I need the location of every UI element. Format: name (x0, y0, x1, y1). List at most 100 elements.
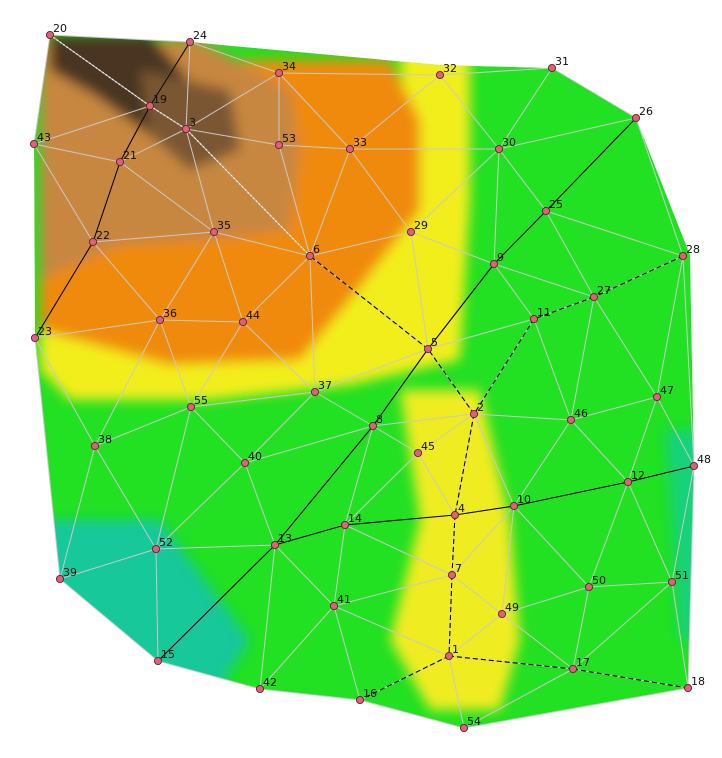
node-label: 39 (63, 566, 77, 579)
node-label: 48 (697, 453, 711, 466)
mesh-edge-30-9 (493, 148, 500, 265)
mesh-edge-31-26 (551, 67, 637, 119)
mesh-edge-46-12 (570, 419, 629, 483)
solid-path-edge-14-4 (344, 514, 456, 526)
dashed-path-edge-4-7 (451, 514, 456, 576)
solid-path-edge-13-15 (157, 544, 276, 662)
mesh-edge-29-9 (410, 231, 495, 265)
node-label: 2 (477, 401, 484, 414)
node-marker (238, 317, 248, 327)
node-16: 16 (355, 687, 377, 705)
node-marker (406, 227, 416, 237)
mesh-edge-48-51 (671, 465, 695, 583)
node-40: 40 (240, 450, 262, 468)
node-marker (368, 421, 378, 431)
node-marker (355, 695, 365, 705)
mesh-edge-28-48 (682, 255, 695, 467)
mesh-edge-53-33 (278, 144, 351, 150)
node-label: 54 (467, 715, 481, 728)
node-marker (186, 402, 196, 412)
node-marker (55, 574, 65, 584)
node-marker (652, 392, 662, 402)
node-14: 14 (340, 512, 362, 530)
node-36: 36 (155, 307, 177, 325)
mesh-edge-23-38 (34, 337, 96, 447)
dashed-path-edge-7-1 (448, 574, 453, 657)
dashed-path-edge-28-27 (593, 255, 684, 298)
node-55: 55 (186, 394, 208, 412)
node-marker (310, 387, 320, 397)
dashed-path-edge-1-16 (359, 655, 450, 701)
mesh-edge-24-34 (189, 41, 280, 74)
mesh-edge-46-47 (570, 396, 658, 421)
mesh-edge-11-46 (533, 318, 572, 421)
mesh-edge-55-52 (155, 406, 192, 550)
mesh-edge-43-22 (33, 143, 94, 243)
node-marker (345, 144, 355, 154)
mesh-edge-12-51 (627, 481, 673, 583)
mesh-edge-37-5 (314, 348, 429, 393)
node-marker (274, 68, 284, 78)
node-label: 35 (217, 219, 231, 232)
mesh-edge-50-17 (572, 586, 590, 670)
node-marker (255, 684, 265, 694)
node-1: 1 (444, 643, 459, 661)
solid-path-edge-25-9 (493, 210, 547, 265)
node-41: 41 (329, 593, 351, 611)
mesh-edge-41-42 (259, 605, 335, 690)
node-layer: 1234567891011121314151617181920212223242… (29, 22, 711, 733)
node-marker (509, 501, 519, 511)
node-13: 13 (270, 532, 292, 550)
node-label: 22 (96, 229, 110, 242)
solid-path-edge-5-8 (372, 348, 429, 427)
field-yellow-bottom (390, 390, 520, 710)
mesh-edge-13-41 (274, 544, 335, 607)
dotted-path-edge-3-6 (185, 128, 311, 257)
mesh-edge-47-12 (627, 396, 658, 483)
node-49: 49 (497, 601, 519, 619)
node-marker (584, 582, 594, 592)
mesh-edge-54-18 (463, 687, 689, 729)
mesh-edge-10-49 (501, 505, 515, 615)
mesh-edge-45-14 (344, 452, 419, 526)
mesh-edge-26-28 (635, 117, 684, 257)
mesh-edge-47-48 (656, 396, 695, 467)
mesh-edge-44-55 (190, 321, 244, 408)
node-label: 9 (497, 251, 504, 264)
mesh-edge-12-50 (588, 481, 629, 588)
node-label: 52 (159, 536, 173, 549)
node-marker (494, 144, 504, 154)
mesh-edge-13-42 (259, 544, 276, 690)
node-label: 33 (353, 136, 367, 149)
mesh-edge-2-45 (417, 413, 475, 454)
mesh-edge-45-4 (417, 452, 456, 516)
node-marker (145, 101, 155, 111)
node-5: 5 (423, 336, 438, 354)
node-9: 9 (489, 251, 504, 269)
mesh-edge-55-37 (190, 391, 316, 408)
node-label: 21 (123, 149, 137, 162)
solid-path-edge-4-10 (454, 505, 515, 516)
mesh-edge-2-46 (473, 413, 572, 421)
node-marker (541, 206, 551, 216)
mesh-edge-40-13 (244, 462, 276, 546)
mesh-edge-17-54 (463, 668, 574, 729)
field-yellow-band (40, 50, 470, 400)
node-23: 23 (30, 325, 52, 343)
mesh-edge-14-41 (333, 524, 346, 607)
node-37: 37 (310, 379, 332, 397)
node-label: 32 (443, 62, 457, 75)
mesh-edge-55-38 (94, 406, 192, 447)
mesh-edge-53-6 (278, 144, 311, 257)
node-label: 42 (263, 676, 277, 689)
solid-path-edge-8-13 (274, 425, 374, 546)
node-33: 33 (345, 136, 367, 154)
node-label: 37 (318, 379, 332, 392)
node-label: 27 (597, 284, 611, 297)
mesh-edge-41-16 (333, 605, 361, 701)
node-label: 20 (53, 22, 67, 35)
mesh-edge-48-18 (687, 465, 695, 689)
dashed-path-edge-1-17 (448, 655, 574, 670)
mesh-edge-32-30 (439, 74, 500, 150)
mesh-edge-8-14 (344, 425, 374, 526)
